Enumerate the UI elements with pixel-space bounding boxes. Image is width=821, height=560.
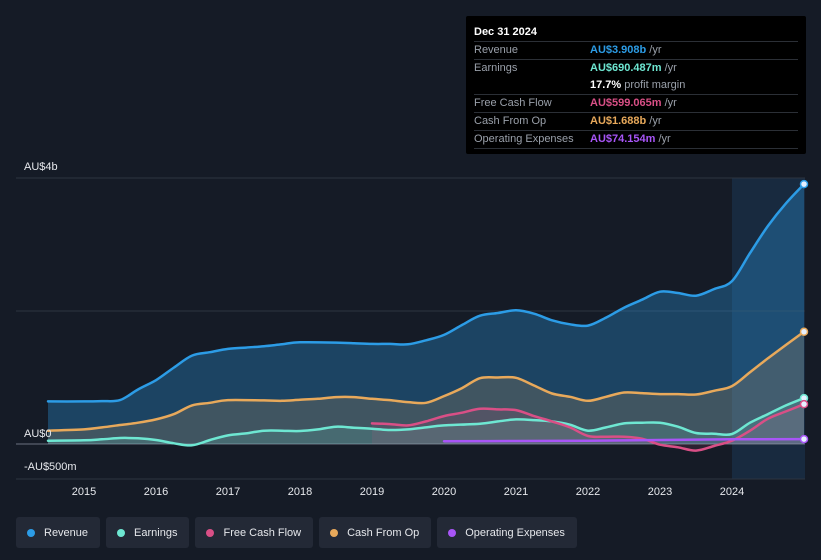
legend-item-operating-expenses[interactable]: Operating Expenses	[437, 517, 577, 548]
series-areas	[48, 184, 804, 451]
legend-item-revenue[interactable]: Revenue	[16, 517, 101, 548]
legend-label: Cash From Op	[347, 526, 420, 539]
tooltip-row-earnings: Earnings AU$690.487m /yr	[474, 60, 798, 77]
legend-label: Free Cash Flow	[223, 526, 302, 539]
chart-legend: Revenue Earnings Free Cash Flow Cash Fro…	[16, 517, 577, 548]
revenue-dot-icon	[27, 528, 35, 537]
operating-expenses-end-marker	[799, 434, 809, 444]
tooltip-unit: /yr	[658, 133, 671, 145]
revenue-area	[48, 184, 804, 444]
forecast-highlight	[732, 178, 805, 479]
x-tick-label: 2022	[576, 486, 600, 498]
free-cash-flow-area	[372, 404, 804, 451]
tooltip-label: Free Cash Flow	[474, 97, 552, 109]
data-tooltip: Dec 31 2024 Revenue AU$3.908b /yr Earnin…	[466, 16, 806, 154]
cash-from-op-end-marker	[799, 327, 809, 336]
x-tick-label: 2017	[216, 486, 240, 498]
tooltip-unit: profit margin	[624, 79, 686, 91]
tooltip-value: AU$690.487m	[590, 62, 662, 74]
tooltip-unit: /yr	[649, 44, 662, 56]
tooltip-date: Dec 31 2024	[474, 24, 798, 42]
earnings-line	[46, 396, 806, 447]
y-tick-label: -AU$500m	[24, 461, 77, 473]
x-tick-label: 2020	[432, 486, 456, 498]
tooltip-label: Cash From Op	[474, 115, 547, 127]
legend-item-free-cash-flow[interactable]: Free Cash Flow	[195, 517, 314, 548]
free-cash-flow-end-marker	[799, 399, 809, 409]
tooltip-row-operating-expenses: Operating Expenses AU$74.154m /yr	[474, 131, 798, 149]
revenue-end-marker	[799, 179, 809, 189]
operating-expenses-dot-icon	[448, 528, 457, 537]
tooltip-value: AU$1.688b	[590, 115, 647, 127]
operating-expenses-line	[442, 437, 806, 443]
tooltip-unit: /yr	[664, 62, 677, 74]
y-axis-labels: AU$4b AU$0 -AU$500m	[24, 161, 77, 473]
earnings-area	[48, 398, 804, 446]
x-tick-label: 2023	[648, 486, 672, 498]
tooltip-label: Earnings	[474, 62, 518, 74]
x-tick-label: 2021	[504, 486, 528, 498]
tooltip-value: AU$599.065m	[590, 97, 662, 109]
tooltip-value: 17.7%	[590, 79, 622, 91]
y-tick-label: AU$4b	[24, 161, 58, 173]
legend-label: Earnings	[134, 526, 178, 539]
tooltip-label	[474, 77, 590, 94]
x-tick-label: 2019	[360, 486, 384, 498]
earnings-dot-icon	[117, 528, 126, 537]
tooltip-row-revenue: Revenue AU$3.908b /yr	[474, 42, 798, 60]
tooltip-row-cash-from-op: Cash From Op AU$1.688b /yr	[474, 113, 798, 131]
free-cash-flow-dot-icon	[206, 528, 215, 537]
x-tick-label: 2018	[288, 486, 312, 498]
legend-item-cash-from-op[interactable]: Cash From Op	[319, 517, 432, 548]
x-tick-label: 2015	[72, 486, 96, 498]
free-cash-flow-line	[370, 402, 806, 452]
tooltip-label: Operating Expenses	[474, 133, 574, 145]
tooltip-unit: /yr	[664, 97, 677, 109]
legend-item-earnings[interactable]: Earnings	[106, 517, 190, 548]
x-tick-label: 2016	[144, 486, 168, 498]
cash-from-op-line	[46, 330, 806, 432]
cash-from-op-dot-icon	[330, 528, 339, 537]
x-axis-labels: 2015 2016 2017 2018 2019 2020 2021 2022 2023 2024	[72, 486, 744, 498]
legend-label: Operating Expenses	[465, 526, 565, 539]
tooltip-value: AU$3.908b	[590, 44, 647, 56]
gridlines	[16, 177, 805, 480]
tooltip-row-profit-margin: 17.7% profit margin	[474, 77, 798, 95]
tooltip-label: Revenue	[474, 44, 519, 56]
y-tick-label: AU$0	[24, 428, 52, 440]
cash-from-op-area	[48, 331, 804, 444]
tooltip-unit: /yr	[649, 115, 662, 127]
series-end-markers	[799, 179, 809, 444]
revenue-line	[46, 182, 806, 403]
series-lines	[46, 182, 806, 452]
tooltip-row-free-cash-flow: Free Cash Flow AU$599.065m /yr	[474, 95, 798, 113]
x-tick-label: 2024	[720, 486, 744, 498]
legend-label: Revenue	[44, 526, 89, 539]
tooltip-value: AU$74.154m	[590, 133, 656, 145]
